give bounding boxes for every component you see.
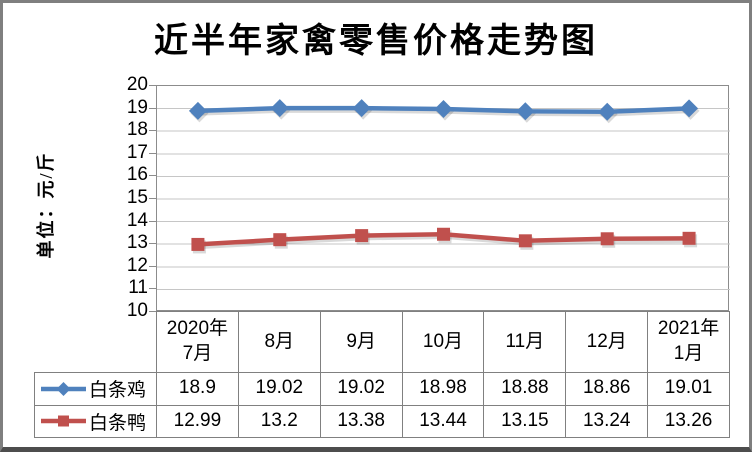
value-cell: 13.26 [648, 405, 730, 438]
y-tick-label: 18 [126, 119, 148, 141]
legend-label: 白条鸭 [89, 412, 147, 434]
value-cell: 13.2 [238, 405, 321, 438]
data-point-marker [273, 233, 287, 247]
legend: 白条鸡 白条鸭 [34, 372, 157, 438]
y-tick-mark [149, 175, 156, 177]
value-cell: 19.02 [238, 373, 321, 406]
value-cell: 18.86 [566, 373, 649, 406]
value-cell: 18.9 [157, 373, 239, 406]
y-tick-label: 14 [126, 209, 148, 231]
data-point-marker [516, 102, 535, 121]
month-header-cell: 12月 [566, 312, 649, 373]
data-point-marker [355, 229, 369, 243]
month-header-cell: 11月 [484, 312, 567, 373]
data-point-marker [600, 232, 614, 246]
data-point-marker [191, 237, 205, 251]
month-header-cell: 10月 [402, 312, 485, 373]
chart-title: 近半年家禽零售价格走势图 [154, 23, 598, 60]
value-cell: 13.24 [566, 405, 649, 438]
value-cell: 18.88 [484, 373, 567, 406]
legend-item: 白条鸭 [35, 406, 157, 438]
y-tick-mark [149, 220, 156, 222]
value-cell: 19.01 [648, 373, 730, 406]
month-header-cell: 2020年 7月 [157, 312, 239, 373]
y-tick-label: 11 [128, 277, 148, 299]
data-point-marker [188, 101, 207, 120]
y-tick-label: 12 [126, 254, 148, 276]
value-cell: 13.44 [402, 405, 485, 438]
plot-area [156, 85, 730, 311]
y-tick-label: 19 [126, 96, 148, 118]
y-tick-mark [149, 265, 156, 267]
y-tick-mark [149, 85, 156, 86]
legend-key-icon [41, 381, 86, 396]
data-point-marker [437, 227, 450, 241]
plot-canvas [157, 99, 730, 290]
value-cell: 13.15 [484, 405, 567, 438]
value-cell: 18.98 [402, 373, 485, 406]
data-point-marker [518, 234, 532, 248]
y-tick-label: 15 [126, 187, 148, 208]
data-table: 2020年 7月 8月 9月 10月 11月 12月 2021年 1月 18.9 19.02 19… [156, 311, 730, 438]
value-cell: 12.99 [157, 405, 239, 438]
month-header-cell: 8月 [238, 312, 321, 373]
data-point-marker [270, 99, 289, 118]
data-point-marker [598, 102, 617, 121]
y-tick-mark [149, 130, 156, 132]
data-point-marker [680, 99, 699, 118]
month-header-cell: 9月 [320, 312, 403, 373]
value-cell: 13.38 [320, 405, 403, 438]
y-tick-mark [149, 152, 156, 154]
data-point-marker [682, 231, 696, 245]
y-tick-label: 10 [126, 300, 148, 321]
legend-item: 白条鸡 [35, 373, 157, 406]
y-axis-title: 单位：元/斤 [36, 151, 56, 259]
y-tick-mark [149, 198, 156, 199]
y-tick-mark [149, 311, 156, 312]
y-tick-label: 20 [126, 74, 148, 95]
y-tick-label: 13 [126, 232, 148, 254]
y-tick-mark [149, 107, 156, 109]
value-cell: 19.02 [320, 373, 403, 406]
month-header-cell: 2021年 1月 [648, 312, 730, 373]
data-point-marker [434, 100, 453, 119]
legend-key-icon [41, 415, 86, 427]
y-tick-label: 16 [126, 164, 148, 186]
y-tick-mark [149, 243, 156, 245]
data-point-marker [352, 99, 371, 118]
legend-label: 白条鸡 [89, 380, 147, 402]
y-tick-mark [149, 288, 156, 290]
y-tick-label: 17 [126, 141, 148, 163]
